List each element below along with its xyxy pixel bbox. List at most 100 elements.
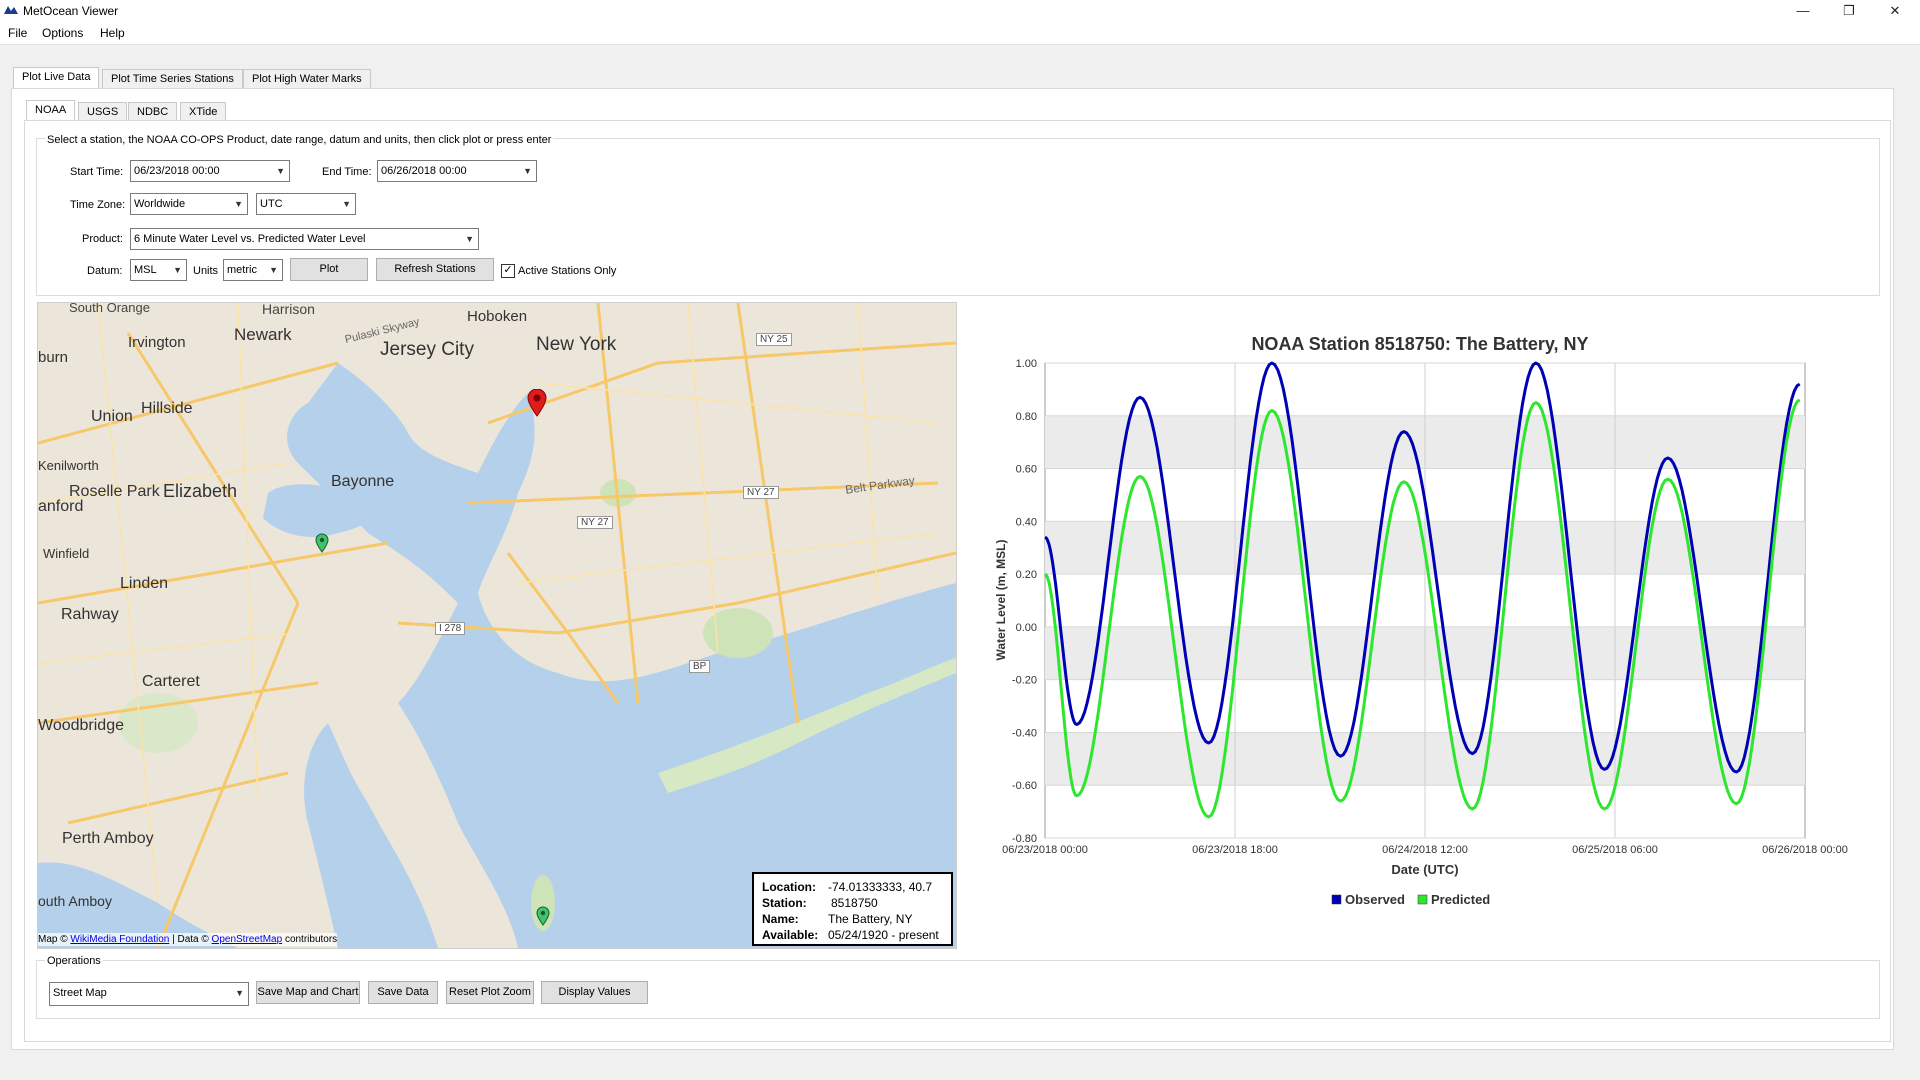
x-axis-ticks: 06/23/2018 00:00 06/23/2018 18:00 06/24/20… [1002, 844, 1848, 856]
name-value: The Battery, NY [828, 912, 913, 926]
display-values-button[interactable]: Display Values [541, 981, 648, 1004]
product-value: 6 Minute Water Level vs. Predicted Water… [134, 233, 366, 245]
station-marker-icon[interactable] [315, 533, 329, 553]
y-axis-label: Water Level (m, MSL) [994, 540, 1008, 661]
map-label: Bayonne [331, 473, 395, 490]
tab-xtide[interactable]: XTide [180, 102, 227, 122]
operations-label: Operations [45, 955, 103, 967]
map-label: Linden [120, 575, 169, 592]
attribution-suffix: contributors [284, 934, 338, 945]
active-stations-checkbox[interactable]: ✓ [501, 264, 515, 278]
tab-usgs[interactable]: USGS [78, 102, 128, 122]
tab-plot-time-series-stations[interactable]: Plot Time Series Stations [102, 69, 243, 89]
tab-plot-high-water-marks[interactable]: Plot High Water Marks [243, 69, 371, 89]
map-label: outh Amboy [38, 893, 112, 909]
time-zone-value: UTC [260, 198, 283, 210]
x-tick-label: 06/23/2018 18:00 [1192, 844, 1278, 856]
map-label: Elizabeth [163, 481, 238, 501]
datum-select[interactable]: MSL ▼ [130, 259, 187, 281]
map-label: burn [38, 349, 69, 366]
chart-title: NOAA Station 8518750: The Battery, NY [1251, 334, 1588, 354]
chevron-down-icon: ▼ [342, 199, 351, 209]
map-label: Winfield [43, 546, 90, 561]
time-zone-label: Time Zone: [70, 199, 126, 211]
time-zone-region-select[interactable]: Worldwide ▼ [130, 193, 248, 215]
save-map-chart-button[interactable]: Save Map and Chart [256, 981, 360, 1004]
time-zone-select[interactable]: UTC ▼ [256, 193, 356, 215]
chevron-down-icon: ▼ [234, 199, 243, 209]
chevron-down-icon: ▼ [269, 265, 278, 275]
selected-station-marker-icon[interactable] [527, 389, 547, 417]
map-attribution: Map © WikiMedia Foundation | Data © Open… [38, 933, 338, 946]
start-time-label: Start Time: [70, 166, 124, 178]
product-select[interactable]: 6 Minute Water Level vs. Predicted Water… [130, 228, 479, 250]
x-tick-label: 06/25/2018 06:00 [1572, 844, 1658, 856]
map-label: I 278 [435, 622, 466, 635]
x-axis-label: Date (UTC) [1391, 862, 1458, 877]
grid-lines [1045, 362, 1805, 839]
x-tick-label: 06/24/2018 12:00 [1382, 844, 1468, 856]
legend-label: Predicted [1431, 892, 1490, 907]
map-label: Hoboken [467, 308, 528, 325]
water-level-chart[interactable]: NOAA Station 8518750: The Battery, NY 1.… [960, 320, 1880, 920]
y-tick-label: 0.60 [1016, 464, 1037, 476]
y-tick-label: 1.00 [1016, 358, 1037, 370]
map-label: Newark [234, 325, 292, 344]
active-stations-label: Active Stations Only [518, 265, 617, 277]
station-map[interactable]: South Orange Harrison Hoboken Irvington … [37, 302, 957, 949]
tab-plot-live-data[interactable]: Plot Live Data [13, 67, 100, 89]
y-tick-label: 0.40 [1016, 516, 1037, 528]
plot-button[interactable]: Plot [290, 258, 368, 281]
chevron-down-icon: ▼ [465, 234, 474, 244]
menu-help[interactable]: Help [100, 26, 125, 40]
minimize-button[interactable]: — [1796, 3, 1810, 18]
units-select[interactable]: metric ▼ [223, 259, 283, 281]
map-label: Harrison [262, 302, 315, 317]
map-label: BP [689, 660, 711, 673]
reset-plot-zoom-button[interactable]: Reset Plot Zoom [446, 981, 534, 1004]
maximize-button[interactable]: ❐ [1843, 3, 1855, 18]
available-value: 05/24/1920 - present [828, 928, 939, 942]
legend-label: Observed [1345, 892, 1405, 907]
end-time-picker[interactable]: 06/26/2018 00:00 ▼ [377, 160, 537, 182]
close-button[interactable]: ✕ [1889, 3, 1901, 18]
map-label: New York [536, 334, 617, 355]
location-value: -74.01333333, 40.7 [828, 880, 933, 894]
tab-noaa[interactable]: NOAA [26, 100, 76, 122]
units-value: metric [227, 264, 257, 276]
wikimedia-link[interactable]: WikiMedia Foundation [70, 934, 170, 945]
station-value: 8518750 [831, 896, 878, 910]
map-label: anford [38, 498, 84, 515]
map-label: Carteret [142, 673, 200, 690]
chart-legend: Observed Predicted [1331, 892, 1490, 907]
map-label: Rahway [61, 606, 119, 623]
attribution-prefix: Map © [38, 934, 68, 945]
product-label: Product: [82, 233, 123, 245]
map-label: Woodbridge [38, 717, 124, 734]
menu-bar: File Options Help [0, 22, 1920, 45]
map-label: Jersey City [380, 339, 474, 360]
save-data-button[interactable]: Save Data [368, 981, 438, 1004]
start-time-picker[interactable]: 06/23/2018 00:00 ▼ [130, 160, 290, 182]
openstreetmap-link[interactable]: OpenStreetMap [211, 934, 283, 945]
menu-options[interactable]: Options [42, 26, 84, 40]
x-tick-label: 06/23/2018 00:00 [1002, 844, 1088, 856]
menu-file[interactable]: File [8, 26, 28, 40]
station-info-box: Location: -74.01333333, 40.7 Station: 85… [752, 872, 953, 946]
legend-swatch [1417, 894, 1428, 905]
instructions-text: Select a station, the NOAA CO-OPS Produc… [45, 134, 554, 146]
tab-ndbc[interactable]: NDBC [128, 102, 178, 122]
map-label: Union [91, 408, 133, 425]
chevron-down-icon: ▼ [235, 988, 244, 998]
refresh-stations-button[interactable]: Refresh Stations [376, 258, 494, 281]
series-lines [1044, 361, 1801, 819]
attribution-mid: | Data © [172, 934, 209, 945]
y-tick-label: -0.20 [1012, 675, 1037, 687]
station-marker-icon[interactable] [536, 906, 550, 926]
map-type-select[interactable]: Street Map ▼ [49, 982, 249, 1006]
y-tick-label: 0.00 [1016, 622, 1037, 634]
end-time-value: 06/26/2018 00:00 [381, 165, 467, 177]
start-time-value: 06/23/2018 00:00 [134, 165, 220, 177]
map-label: NY 25 [756, 333, 792, 346]
datum-value: MSL [134, 264, 157, 276]
